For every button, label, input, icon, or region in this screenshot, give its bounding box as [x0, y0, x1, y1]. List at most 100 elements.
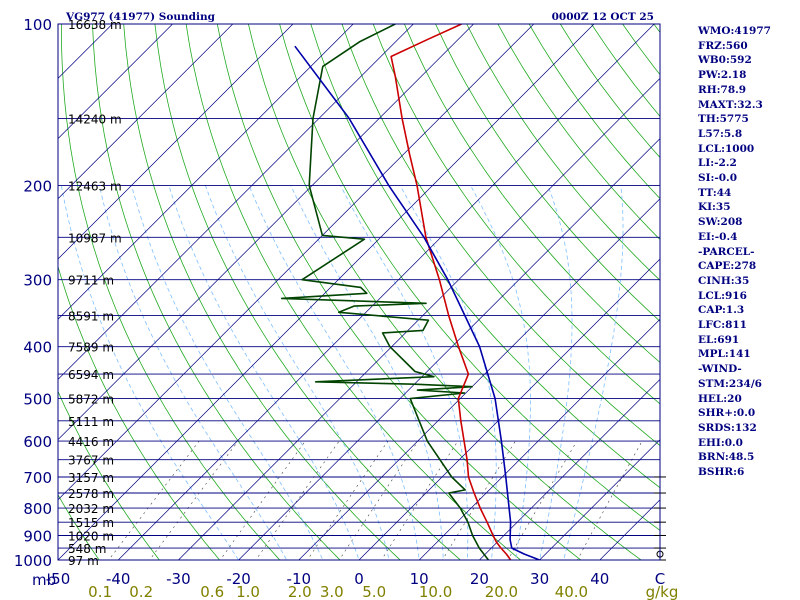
temperature-tick-label: 30 — [530, 570, 549, 588]
plot-frame — [57, 23, 661, 561]
index-line: SW:208 — [698, 216, 743, 229]
index-line: LI:-2.2 — [698, 157, 737, 170]
pressure-tick-label: 500 — [23, 391, 52, 409]
chart-title: VG977 (41977) Sounding — [65, 11, 216, 23]
dry-adiabat — [58, 493, 100, 560]
index-line: HEL:20 — [698, 392, 742, 405]
isotherm — [58, 24, 234, 200]
index-line: RH:78.9 — [698, 83, 747, 96]
index-line: SRDS:132 — [698, 421, 757, 434]
moist-adiabat — [340, 185, 469, 560]
height-label: 5111 m — [68, 415, 114, 429]
temperature-tick-label: 10 — [410, 570, 429, 588]
height-label: 1020 m — [68, 530, 114, 544]
index-line: LFC:811 — [698, 319, 747, 332]
index-line: CAPE:278 — [698, 260, 757, 273]
moist-adiabat — [168, 185, 360, 560]
height-label: 97 m — [68, 554, 99, 568]
mixing-ratio-line — [381, 440, 459, 560]
height-label: 4416 m — [68, 435, 114, 449]
pressure-tick-label: 800 — [23, 500, 52, 518]
index-line: -WIND- — [698, 363, 742, 376]
isotherm — [58, 24, 474, 441]
pressure-tick-label: 400 — [23, 339, 52, 357]
index-line: KI:35 — [698, 201, 731, 214]
index-line: MAXT:32.3 — [698, 98, 763, 111]
height-label: 9711 m — [68, 274, 114, 288]
mixing-ratio-label: 10.0 — [419, 583, 452, 600]
isotherm — [238, 138, 660, 560]
isotherm — [418, 318, 660, 560]
moist-adiabat — [60, 185, 240, 560]
height-label: 5872 m — [68, 393, 114, 407]
height-label: 6594 m — [68, 368, 114, 382]
index-line: PW:2.18 — [698, 69, 747, 82]
mixing-ratio-line — [219, 440, 306, 560]
index-line: L57:5.8 — [698, 127, 743, 140]
temperature-tick-label: -10 — [287, 570, 312, 588]
isotherm — [478, 378, 660, 560]
pressure-tick-label: 200 — [23, 177, 52, 195]
pressure-tick-label: 100 — [23, 16, 52, 34]
index-line: WMO:41977 — [698, 25, 771, 37]
height-label: 3767 m — [68, 454, 114, 468]
dry-adiabat — [58, 390, 160, 560]
dewpoint-line — [280, 24, 490, 560]
mixing-ratio-unit: g/kg — [646, 583, 679, 600]
height-label: 2578 m — [68, 487, 114, 501]
sounding-indices-panel: WMO:41977 FRZ:560 WB0:592 PW:2.18 RH:78.9 MAX… — [698, 24, 798, 480]
mixing-ratio-line — [442, 440, 516, 560]
height-label: 2032 m — [68, 502, 114, 516]
pressure-tick-label: 600 — [23, 433, 52, 451]
index-line: STM:234/6 — [698, 377, 762, 390]
pressure-tick-label: 700 — [23, 469, 52, 487]
moist-adiabat — [205, 185, 390, 560]
valid-time: 0000Z 12 OCT 25 — [552, 11, 654, 23]
mixing-ratio-line — [338, 440, 419, 560]
index-line: EL:691 — [698, 333, 740, 346]
isotherm — [58, 24, 173, 140]
height-label: 14240 m — [68, 112, 122, 126]
height-label: 3157 m — [68, 471, 114, 485]
isotherm — [58, 24, 535, 501]
moist-adiabat — [131, 185, 324, 560]
grid-lines — [58, 24, 660, 560]
mixing-ratio-label: 3.0 — [320, 583, 344, 600]
temperature-tick-label: 20 — [470, 570, 489, 588]
isotherm — [298, 198, 660, 560]
isotherm — [177, 77, 660, 560]
moist-adiabat — [98, 185, 288, 560]
index-line: LCL:916 — [698, 289, 747, 302]
height-label: 8591 m — [68, 310, 114, 324]
profile-series — [280, 24, 540, 560]
temperature-tick-label: 40 — [590, 570, 609, 588]
height-label: 12463 m — [68, 179, 122, 193]
mixing-ratio-label: 20.0 — [485, 583, 518, 600]
isotherm — [58, 24, 294, 260]
moist-adiabat — [290, 185, 444, 560]
pressure-tick-label: 1000 — [14, 552, 52, 570]
height-label: 548 m — [68, 542, 106, 556]
mixing-ratio-label: 1.0 — [236, 583, 260, 600]
index-line: FRZ:560 — [698, 39, 748, 52]
moist-adiabat — [563, 185, 624, 560]
pressure-tick-label: 900 — [23, 528, 52, 546]
y-axis-unit: mb — [32, 571, 56, 589]
pressure-tick-label: 300 — [23, 272, 52, 290]
index-line: BSHR:6 — [698, 466, 745, 479]
moist-adiabat — [399, 185, 497, 560]
mixing-ratio-label: 0.2 — [129, 583, 153, 600]
index-line: BRN:48.5 — [698, 451, 755, 464]
parcel-line — [294, 45, 540, 560]
index-line: CAP:1.3 — [698, 304, 745, 317]
isotherm — [58, 24, 354, 320]
temperature-line — [390, 24, 512, 560]
index-line: EHI:0.0 — [698, 436, 743, 449]
temperature-tick-label: -30 — [166, 570, 191, 588]
isotherm — [117, 24, 655, 560]
isotherm — [58, 24, 595, 560]
index-line: -PARCEL- — [698, 245, 755, 258]
mixing-ratio-label: 2.0 — [288, 583, 312, 600]
index-line: WB0:592 — [698, 54, 752, 67]
